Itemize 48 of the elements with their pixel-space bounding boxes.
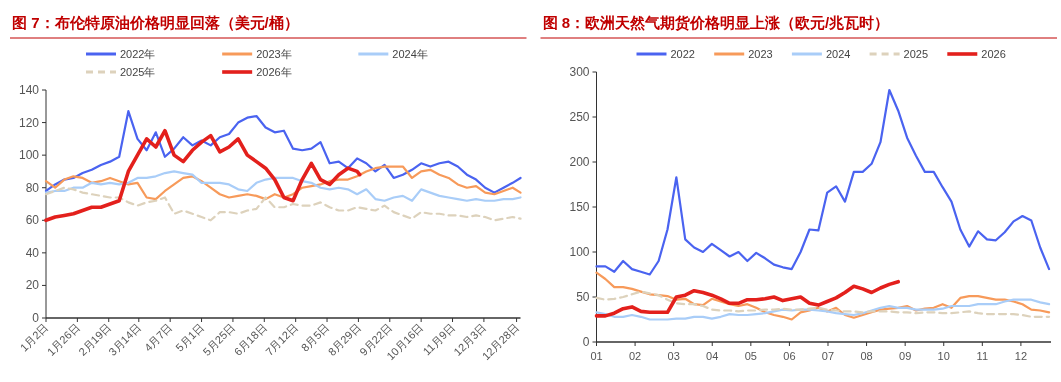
legend-label: 2024年 bbox=[392, 48, 428, 60]
x-tick-label: 05 bbox=[744, 350, 757, 362]
line-series bbox=[595, 290, 1051, 318]
x-tick-label: 02 bbox=[628, 350, 642, 362]
y-tick-label: 250 bbox=[569, 110, 590, 124]
line-series bbox=[44, 186, 522, 222]
y-tick-label: 100 bbox=[18, 148, 40, 163]
x-tick-label: 10 bbox=[937, 350, 950, 362]
x-tick-label: 4月7日 bbox=[141, 320, 175, 354]
y-tick-label: 0 bbox=[582, 335, 590, 349]
line-series bbox=[44, 110, 522, 194]
line-series bbox=[595, 298, 1051, 321]
line-series bbox=[594, 279, 901, 318]
y-tick-label: 60 bbox=[25, 213, 40, 228]
legend-label: 2022年 bbox=[120, 48, 156, 60]
x-tick-label: 09 bbox=[899, 350, 912, 362]
x-tick-label: 12 bbox=[1014, 350, 1028, 362]
line-series bbox=[595, 271, 1051, 321]
y-tick-label: 300 bbox=[569, 65, 590, 79]
legend-label: 2024 bbox=[825, 48, 851, 60]
legend-label: 2026年 bbox=[256, 66, 292, 78]
chart-title: 图 8：欧洲天然气期货价格明显上涨（欧元/兆瓦时） bbox=[542, 14, 890, 31]
y-tick-label: 140 bbox=[18, 83, 40, 97]
chart-title: 图 7：布伦特原油价格明显回落（美元/桶） bbox=[12, 14, 299, 31]
y-tick-label: 100 bbox=[569, 245, 590, 259]
line-series bbox=[595, 88, 1051, 276]
x-tick-label: 04 bbox=[706, 350, 719, 362]
legend-label: 2026 bbox=[981, 48, 1006, 60]
y-tick-label: 0 bbox=[32, 311, 40, 325]
legend-label: 2023 bbox=[748, 48, 773, 60]
line-series bbox=[44, 128, 362, 223]
x-tick-label: 11 bbox=[976, 350, 989, 362]
y-tick-label: 80 bbox=[25, 180, 40, 195]
x-tick-label: 03 bbox=[667, 350, 680, 362]
legend-label: 2025 bbox=[903, 48, 929, 60]
y-tick-label: 120 bbox=[18, 115, 40, 130]
x-tick-label: 01 bbox=[590, 350, 603, 362]
y-tick-label: 20 bbox=[25, 278, 40, 293]
x-tick-label: 07 bbox=[821, 350, 835, 362]
y-tick-label: 50 bbox=[576, 290, 590, 304]
y-tick-label: 200 bbox=[569, 155, 590, 169]
x-tick-label: 08 bbox=[860, 350, 873, 362]
x-tick-label: 06 bbox=[783, 350, 796, 362]
legend-label: 2022 bbox=[670, 48, 695, 60]
legend-label: 2023年 bbox=[256, 48, 292, 60]
y-tick-label: 150 bbox=[569, 200, 590, 214]
legend-label: 2025年 bbox=[120, 66, 156, 78]
y-tick-label: 40 bbox=[25, 245, 40, 260]
